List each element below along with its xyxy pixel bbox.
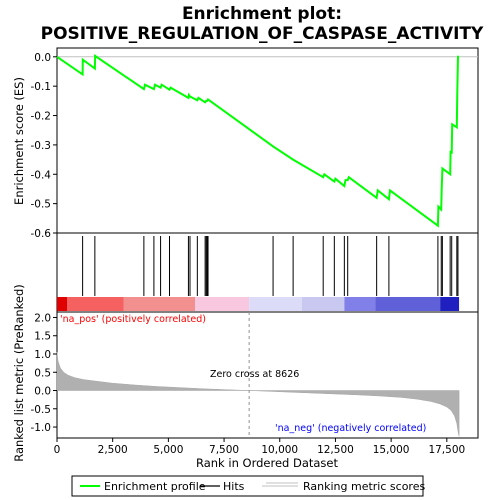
pos-correlated-label: 'na_pos' (positively correlated): [60, 314, 206, 325]
metric-ytick-label: 2.0: [34, 312, 51, 324]
enrichment-profile: [56, 54, 460, 228]
xtick-label: 12,500: [317, 444, 354, 456]
es-y-axis: 0.0 -0.1 -0.2 -0.3 -0.4 -0.5 -0.6: [31, 52, 57, 240]
metric-ytick-label: 1.5: [34, 331, 51, 343]
metric-panel-frame: [56, 311, 479, 439]
colorbar-segment: [440, 297, 460, 311]
xtick-label: 7,500: [209, 444, 239, 456]
chart-title-line1: Enrichment plot:: [182, 4, 342, 24]
es-ytick-label: -0.3: [31, 140, 52, 152]
colorbar-segment: [249, 297, 303, 311]
metric-ytick-label: -1.0: [31, 422, 52, 434]
es-ytick-label: -0.1: [31, 81, 52, 93]
ranking-metric-fill: [56, 352, 460, 437]
xtick-label: 0: [54, 444, 61, 456]
es-ytick-label: -0.4: [31, 169, 52, 181]
zero-cross-label: Zero cross at 8626: [210, 369, 299, 380]
rank-colorbar: [57, 297, 460, 311]
es-panel-frame: [56, 47, 479, 234]
enrichment-profile-line: [56, 54, 460, 228]
legend-label: Enrichment profile: [104, 480, 206, 493]
legend-label: Hits: [223, 480, 245, 493]
metric-ylabel: Ranked list metric (PreRanked): [12, 284, 26, 462]
ranking-metric-area: [56, 312, 460, 438]
es-ytick-label: -0.5: [31, 199, 52, 211]
es-ytick-label: 0.0: [34, 52, 51, 64]
xtick-label: 10,000: [261, 444, 298, 456]
xtick-label: 15,000: [373, 444, 410, 456]
colorbar-segment: [375, 297, 441, 311]
legend: [71, 475, 424, 497]
colorbar-segment: [123, 297, 196, 311]
x-axis-label: Rank in Ordered Dataset: [196, 456, 339, 470]
metric-ytick-label: 0.0: [34, 386, 51, 398]
x-axis: 0 2,500 5,000 7,500 10,000 12,500 15,000 17,500: [54, 438, 465, 456]
xtick-label: 5,000: [153, 444, 183, 456]
es-ytick-label: -0.6: [31, 228, 52, 240]
xtick-label: 17,500: [428, 444, 465, 456]
chart-title-line2: POSITIVE_REGULATION_OF_CASPASE_ACTIVITY: [41, 24, 484, 44]
metric-ytick-label: 0.5: [34, 367, 51, 379]
colorbar-segment: [302, 297, 345, 311]
metric-ytick-label: -0.5: [31, 404, 52, 416]
metric-ytick-label: 1.0: [34, 349, 51, 361]
colorbar-segment: [344, 297, 376, 311]
colorbar-segment: [195, 297, 250, 311]
es-ylabel: Enrichment score (ES): [12, 77, 26, 205]
metric-y-axis: 2.0 1.5 1.0 0.5 0.0 -0.5 -1.0: [31, 312, 57, 434]
es-ytick-label: -0.2: [31, 111, 52, 123]
colorbar-segment: [67, 297, 124, 311]
legend-items: Enrichment profile Hits Ranking metric sco…: [80, 480, 425, 493]
xtick-label: 2,500: [98, 444, 128, 456]
hits-marks: [82, 236, 459, 296]
colorbar-segment: [57, 297, 68, 311]
neg-correlated-label: 'na_neg' (negatively correlated): [275, 423, 426, 434]
legend-label: Ranking metric scores: [303, 480, 425, 493]
